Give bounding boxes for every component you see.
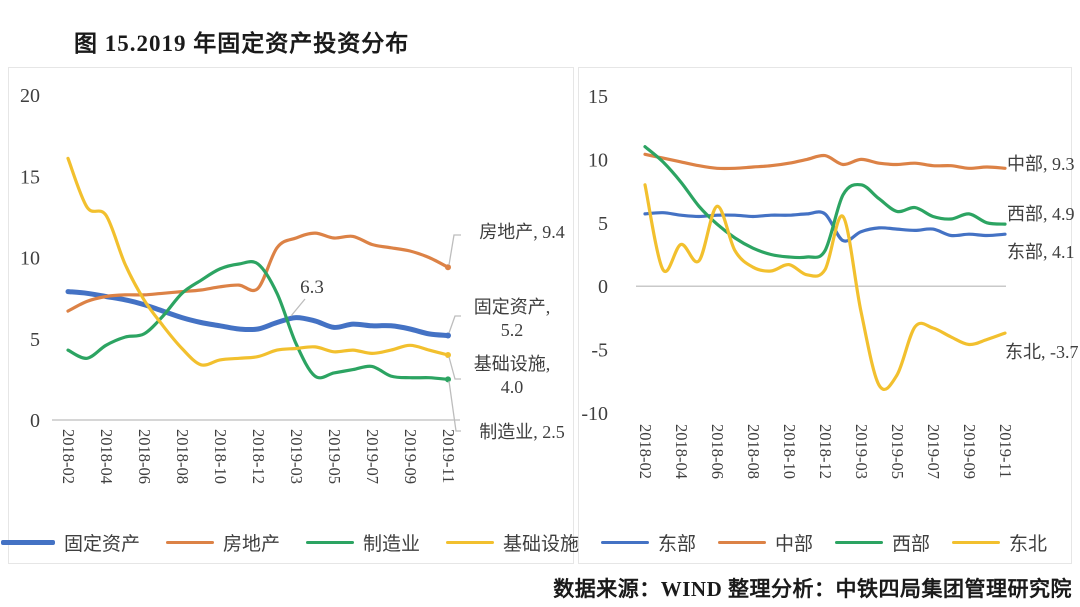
line-end-dot-fixed-assets bbox=[445, 332, 451, 339]
legend-item-west: 西部 bbox=[835, 529, 930, 556]
x-tick-label: 2018-10 bbox=[211, 429, 230, 484]
x-tick-label: 2018-12 bbox=[249, 429, 268, 484]
annotation-infrastructure: 基础设施, 4.0 bbox=[473, 354, 551, 398]
legend-label: 西部 bbox=[892, 534, 931, 555]
y-tick-label: 10 bbox=[588, 149, 608, 171]
x-tick-label: 2019-09 bbox=[960, 424, 979, 479]
legend-swatch-west bbox=[835, 540, 883, 545]
legend-label: 房地产 bbox=[222, 534, 280, 555]
x-tick-label: 2018-02 bbox=[636, 424, 655, 479]
line-manufacturing bbox=[66, 260, 450, 381]
line-fixed-assets bbox=[65, 289, 451, 338]
legend-swatch-northeast bbox=[952, 540, 1001, 545]
right-chart-legend: 东部 中部 西部 东北 bbox=[578, 529, 1070, 556]
annotation-northeast: 东北, -3.7 bbox=[1005, 342, 1079, 362]
annotation-leader-line bbox=[448, 356, 461, 380]
annotation-point-6-3: 6.3 bbox=[300, 277, 324, 298]
x-tick-label: 2018-10 bbox=[780, 424, 799, 479]
legend-swatch-fixed-assets bbox=[0, 540, 55, 545]
x-tick-label: 2019-11 bbox=[439, 429, 458, 483]
legend-item-infrastructure: 基础设施 bbox=[446, 529, 579, 556]
x-tick-label: 2018-06 bbox=[135, 429, 154, 484]
x-tick-label: 2018-04 bbox=[97, 429, 116, 484]
x-tick-label: 2018-04 bbox=[672, 424, 691, 479]
left-chart-panel bbox=[8, 67, 574, 564]
y-tick-label: 15 bbox=[20, 166, 40, 188]
annotation-east: 东部, 4.1 bbox=[1007, 242, 1075, 262]
legend-swatch-east bbox=[600, 540, 649, 545]
x-tick-label: 2019-11 bbox=[996, 424, 1015, 478]
annotation-leader-line bbox=[448, 315, 461, 334]
legend-label: 中部 bbox=[774, 534, 813, 555]
legend-label: 制造业 bbox=[363, 534, 421, 555]
legend-item-fixed-assets: 固定资产 bbox=[0, 529, 140, 556]
line-infrastructure bbox=[66, 156, 450, 367]
legend-swatch-manufacturing bbox=[306, 540, 354, 545]
line-central bbox=[643, 152, 1007, 171]
legend-label: 固定资产 bbox=[63, 534, 140, 555]
x-tick-label: 2018-08 bbox=[173, 429, 192, 484]
y-tick-label: -10 bbox=[581, 403, 608, 425]
legend-label: 基础设施 bbox=[503, 534, 580, 555]
y-tick-label: 5 bbox=[30, 329, 40, 351]
x-tick-label: 2018-08 bbox=[744, 424, 763, 479]
annotation-real-estate: 房地产, 9.4 bbox=[479, 222, 565, 242]
x-tick-label: 2018-02 bbox=[59, 429, 78, 484]
line-east bbox=[643, 210, 1007, 243]
annotation-manufacturing: 制造业, 2.5 bbox=[479, 422, 565, 442]
annotation-leader-line bbox=[290, 298, 306, 317]
y-tick-label: 10 bbox=[20, 248, 40, 270]
legend-item-manufacturing: 制造业 bbox=[306, 529, 420, 556]
annotation-leader-line bbox=[448, 380, 461, 432]
y-tick-label: -5 bbox=[591, 340, 608, 362]
figure-title: 图 15.2019 年固定资产投资分布 bbox=[74, 31, 410, 56]
legend-item-east: 东部 bbox=[600, 529, 696, 556]
annotation-leader-line bbox=[448, 234, 461, 266]
line-end-dot-infrastructure bbox=[445, 352, 451, 358]
annotation-central: 中部, 9.3 bbox=[1007, 154, 1075, 174]
line-end-dot-real-estate bbox=[445, 264, 451, 271]
y-tick-label: 15 bbox=[588, 86, 608, 108]
annotation-west: 西部, 4.9 bbox=[1007, 204, 1075, 224]
legend-item-central: 中部 bbox=[717, 529, 813, 556]
legend-item-real-estate: 房地产 bbox=[165, 529, 280, 556]
legend-swatch-real-estate bbox=[165, 540, 214, 545]
x-tick-label: 2019-03 bbox=[852, 424, 871, 479]
legend-item-northeast: 东北 bbox=[952, 529, 1047, 556]
x-tick-label: 2019-05 bbox=[888, 424, 907, 479]
legend-swatch-infrastructure bbox=[446, 540, 495, 545]
x-tick-label: 2019-03 bbox=[287, 429, 306, 484]
x-tick-label: 2018-12 bbox=[816, 424, 835, 479]
legend-swatch-central bbox=[717, 540, 766, 545]
legend-label: 东北 bbox=[1009, 534, 1048, 555]
y-tick-label: 5 bbox=[598, 213, 608, 235]
y-tick-label: 0 bbox=[30, 410, 40, 432]
legend-label: 东部 bbox=[657, 534, 696, 555]
x-tick-label: 2019-09 bbox=[401, 429, 420, 484]
x-tick-label: 2019-05 bbox=[325, 429, 344, 484]
line-west bbox=[643, 145, 1007, 260]
x-tick-label: 2018-06 bbox=[708, 424, 727, 479]
line-end-dot-manufacturing bbox=[445, 376, 451, 383]
line-real-estate bbox=[66, 231, 450, 313]
annotation-fixed-assets: 固定资产, 5.2 bbox=[473, 297, 551, 341]
source-note: 数据来源：WIND 整理分析：中铁四局集团管理研究院 bbox=[553, 577, 1072, 601]
x-tick-label: 2019-07 bbox=[363, 429, 382, 484]
line-northeast bbox=[643, 183, 1007, 391]
y-tick-label: 0 bbox=[598, 276, 608, 298]
x-tick-label: 2019-07 bbox=[924, 424, 943, 479]
y-tick-label: 20 bbox=[20, 85, 40, 107]
right-chart-panel bbox=[578, 67, 1072, 564]
left-chart-legend: 固定资产 房地产 制造业 基础设施 bbox=[0, 529, 579, 556]
